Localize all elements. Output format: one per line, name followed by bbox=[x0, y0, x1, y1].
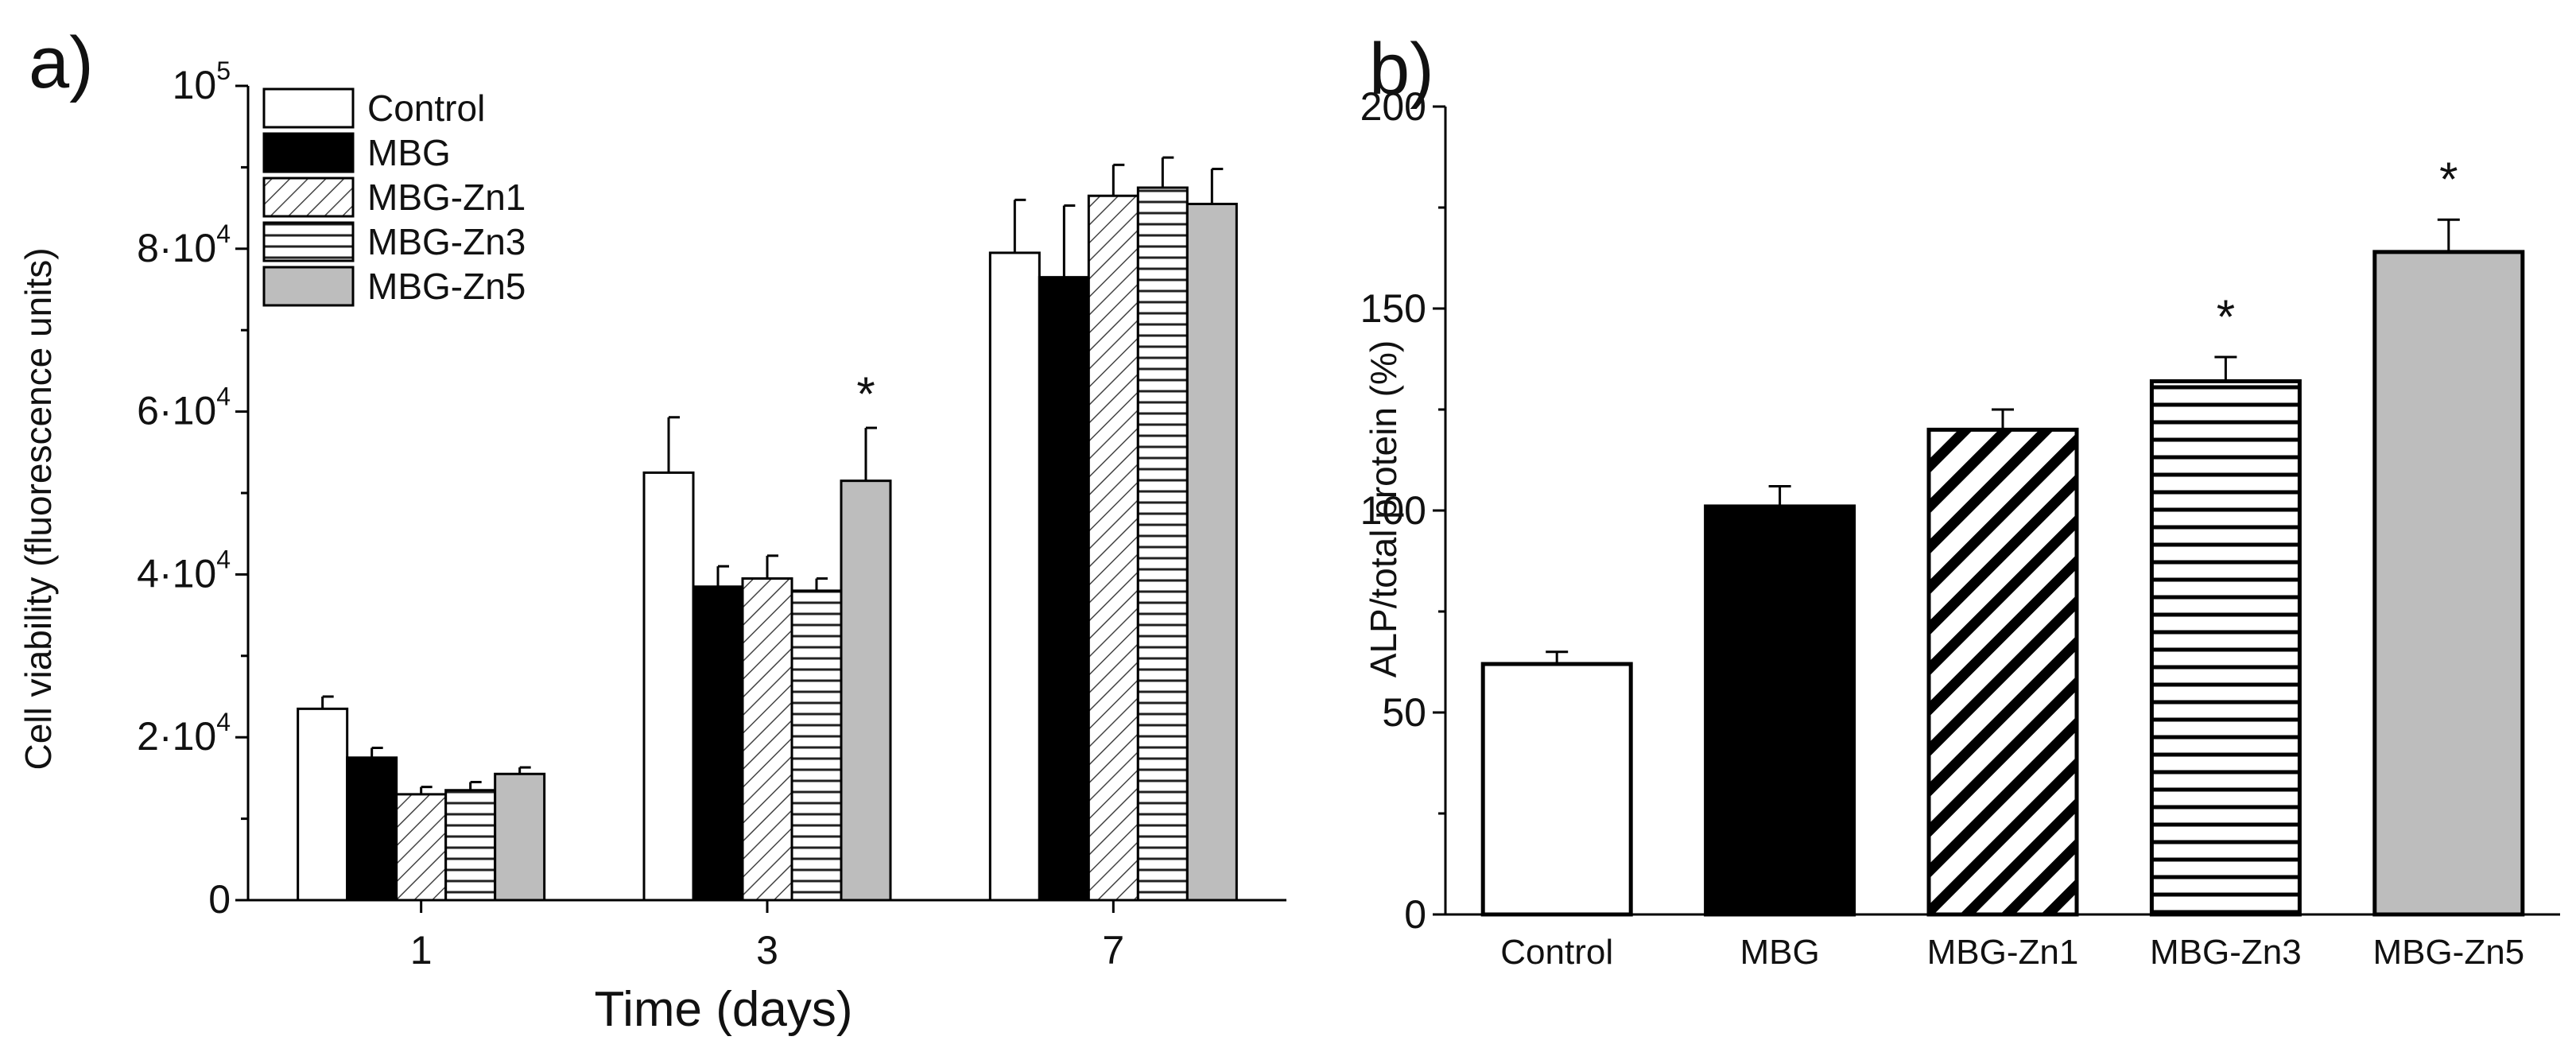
panel-a-x-tick-label: 7 bbox=[1102, 928, 1124, 973]
panel-a-chart: a) Cell viability (fluorescence units) T… bbox=[17, 22, 1286, 1037]
legend-swatch bbox=[262, 87, 355, 129]
panel-a-y-ticks: 0 2·104 4·104 6·104 8·104 105 1 3 7 bbox=[137, 56, 1124, 973]
panel-b-label: b) bbox=[1369, 29, 1434, 110]
panel-b-axes bbox=[1433, 105, 2560, 916]
panel-a-bar bbox=[494, 772, 546, 902]
legend-swatch bbox=[262, 132, 355, 173]
legend-label: MBG-Zn5 bbox=[367, 266, 526, 307]
panel-b-y-tick-label: 150 bbox=[1360, 286, 1426, 331]
panel-a-bar bbox=[988, 251, 1041, 902]
panel-b-significance-star: * bbox=[2439, 153, 2458, 206]
panel-a-y-tick-label: 8·104 bbox=[137, 219, 231, 270]
panel-b-y-ticks: 0 50 100 150 200 Control MBG MBG-Zn1 MBG-Zn3 MBG-… bbox=[1360, 84, 2525, 972]
panel-b-significance-star: * bbox=[2217, 290, 2235, 344]
panel-a-axes bbox=[235, 84, 1286, 913]
panel-a-bar bbox=[840, 479, 892, 902]
panel-b-x-tick-label: MBG bbox=[1740, 933, 1819, 972]
panel-a-bar bbox=[741, 577, 793, 902]
panel-b-bar bbox=[1480, 662, 1633, 917]
panel-a-bar bbox=[1038, 276, 1090, 902]
legend-label: Control bbox=[367, 87, 485, 129]
panel-b-bars: ** bbox=[1480, 153, 2525, 917]
panel-b-bar bbox=[1926, 427, 2079, 917]
panel-b-bar bbox=[2149, 379, 2302, 917]
panel-b-chart: b) ALP/total protein (%) 0 50 100 150 200 Con… bbox=[1360, 29, 2560, 972]
panel-a-x-tick-label: 3 bbox=[756, 928, 778, 973]
panel-b-bar bbox=[1704, 504, 1856, 917]
panel-a-bar bbox=[444, 789, 497, 902]
panel-a-y-tick-label: 2·104 bbox=[137, 708, 231, 759]
panel-b-x-tick-label: Control bbox=[1500, 933, 1613, 972]
legend-swatch bbox=[262, 266, 355, 307]
panel-b-x-tick-label: MBG-Zn3 bbox=[2150, 933, 2302, 972]
panel-b-x-tick-label: MBG-Zn5 bbox=[2372, 933, 2524, 972]
panel-a-significance-star: * bbox=[856, 367, 875, 421]
legend-label: MBG-Zn1 bbox=[367, 177, 526, 218]
panel-a-y-axis-label: Cell viability (fluorescence units) bbox=[17, 247, 59, 770]
panel-a-label: a) bbox=[29, 22, 94, 103]
panel-a-x-axis-label: Time (days) bbox=[595, 982, 853, 1037]
panel-b-y-tick-label: 50 bbox=[1382, 690, 1426, 735]
panel-b-y-tick-label: 200 bbox=[1360, 84, 1426, 129]
panel-b-x-tick-label: MBG-Zn1 bbox=[1927, 933, 2079, 972]
legend-swatch bbox=[262, 221, 355, 262]
panel-b-y-axis-label: ALP/total protein (%) bbox=[1363, 340, 1404, 677]
panel-a-bar bbox=[395, 793, 448, 902]
panel-a-y-tick-label: 6·104 bbox=[137, 382, 231, 433]
legend-label: MBG-Zn3 bbox=[367, 221, 526, 262]
panel-a-bar bbox=[692, 585, 744, 902]
panel-a-bar bbox=[1087, 194, 1139, 902]
panel-a-y-tick-label: 0 bbox=[208, 877, 231, 922]
panel-a-x-tick-label: 1 bbox=[410, 928, 433, 973]
panel-a-bar bbox=[346, 756, 398, 902]
panel-b-y-tick-label: 0 bbox=[1404, 892, 1426, 937]
panel-a-bars: * bbox=[297, 156, 1238, 902]
panel-a-bar bbox=[297, 707, 349, 902]
panel-b-bar bbox=[2372, 250, 2525, 917]
panel-a-bar bbox=[1136, 186, 1189, 902]
panel-b-y-tick-label: 100 bbox=[1360, 488, 1426, 533]
panel-a-y-tick-label: 4·104 bbox=[137, 545, 231, 596]
legend-swatch bbox=[262, 177, 355, 218]
panel-a-bar bbox=[790, 589, 843, 902]
panel-a-bar bbox=[642, 471, 695, 902]
legend-label: MBG bbox=[367, 132, 451, 173]
panel-a-bar bbox=[1185, 202, 1238, 902]
panel-a-y-tick-label: 105 bbox=[173, 56, 231, 107]
